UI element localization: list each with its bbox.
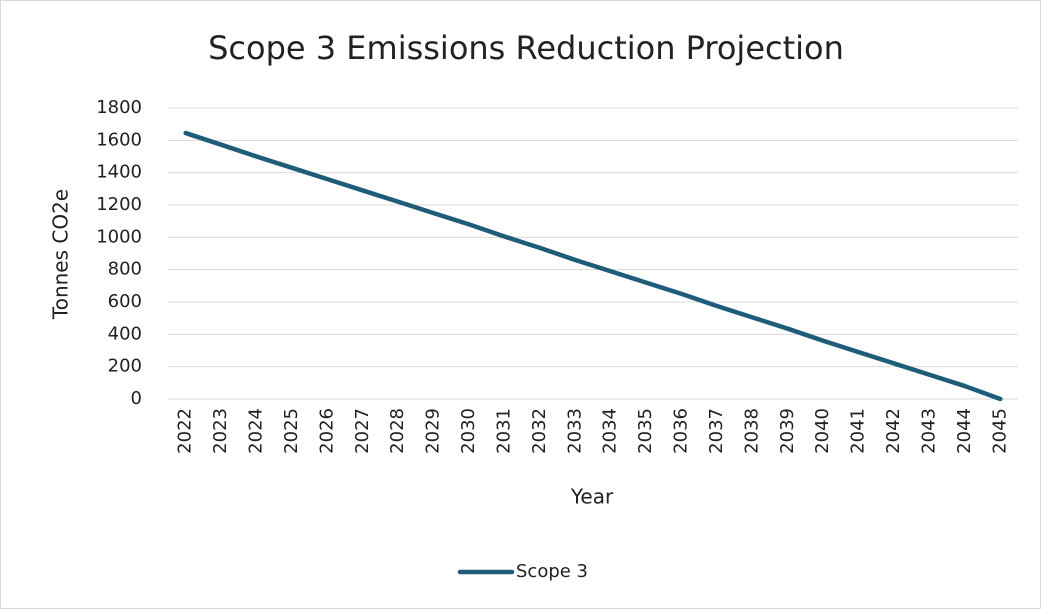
- x-tick-label: 2023: [210, 408, 231, 454]
- x-tick-label: 2030: [458, 408, 479, 454]
- x-tick-label: 2038: [741, 408, 762, 454]
- x-tick-label: 2027: [352, 408, 373, 454]
- y-tick-label: 1600: [96, 129, 142, 150]
- y-tick-label: 1400: [96, 162, 142, 183]
- y-tick-label: 1200: [96, 194, 142, 215]
- x-tick-label: 2039: [777, 408, 798, 454]
- y-tick-label: 600: [108, 291, 142, 312]
- legend-label: Scope 3: [516, 561, 588, 582]
- x-tick-label: 2029: [423, 408, 444, 454]
- y-tick-label: 1800: [96, 97, 142, 118]
- chart-title: Scope 3 Emissions Reduction Projection: [208, 29, 844, 67]
- x-tick-label: 2026: [316, 408, 337, 454]
- x-tick-label: 2045: [989, 408, 1010, 454]
- y-tick-label: 0: [131, 388, 142, 409]
- x-tick-label: 2036: [671, 408, 692, 454]
- x-tick-label: 2035: [635, 408, 656, 454]
- x-tick-label: 2044: [954, 408, 975, 454]
- x-tick-label: 2025: [281, 408, 302, 454]
- x-axis-label: Year: [570, 485, 614, 509]
- x-tick-label: 2037: [706, 408, 727, 454]
- x-tick-label: 2043: [918, 408, 939, 454]
- x-tick-label: 2034: [600, 408, 621, 454]
- x-tick-label: 2041: [848, 408, 869, 454]
- x-tick-label: 2022: [175, 408, 196, 454]
- y-tick-label: 200: [108, 356, 142, 377]
- x-tick-label: 2024: [246, 408, 267, 454]
- x-tick-label: 2032: [529, 408, 550, 454]
- x-tick-label: 2031: [493, 408, 514, 454]
- line-series: [183, 130, 1003, 402]
- x-tick-label: 2028: [387, 408, 408, 454]
- y-axis-label: Tonnes CO2e: [49, 189, 73, 320]
- x-tick-label: 2033: [564, 408, 585, 454]
- y-tick-label: 800: [108, 259, 142, 280]
- x-tick-label: 2042: [883, 408, 904, 454]
- y-tick-label: 400: [108, 323, 142, 344]
- x-tick-label: 2040: [812, 408, 833, 454]
- y-tick-label: 1000: [96, 226, 142, 247]
